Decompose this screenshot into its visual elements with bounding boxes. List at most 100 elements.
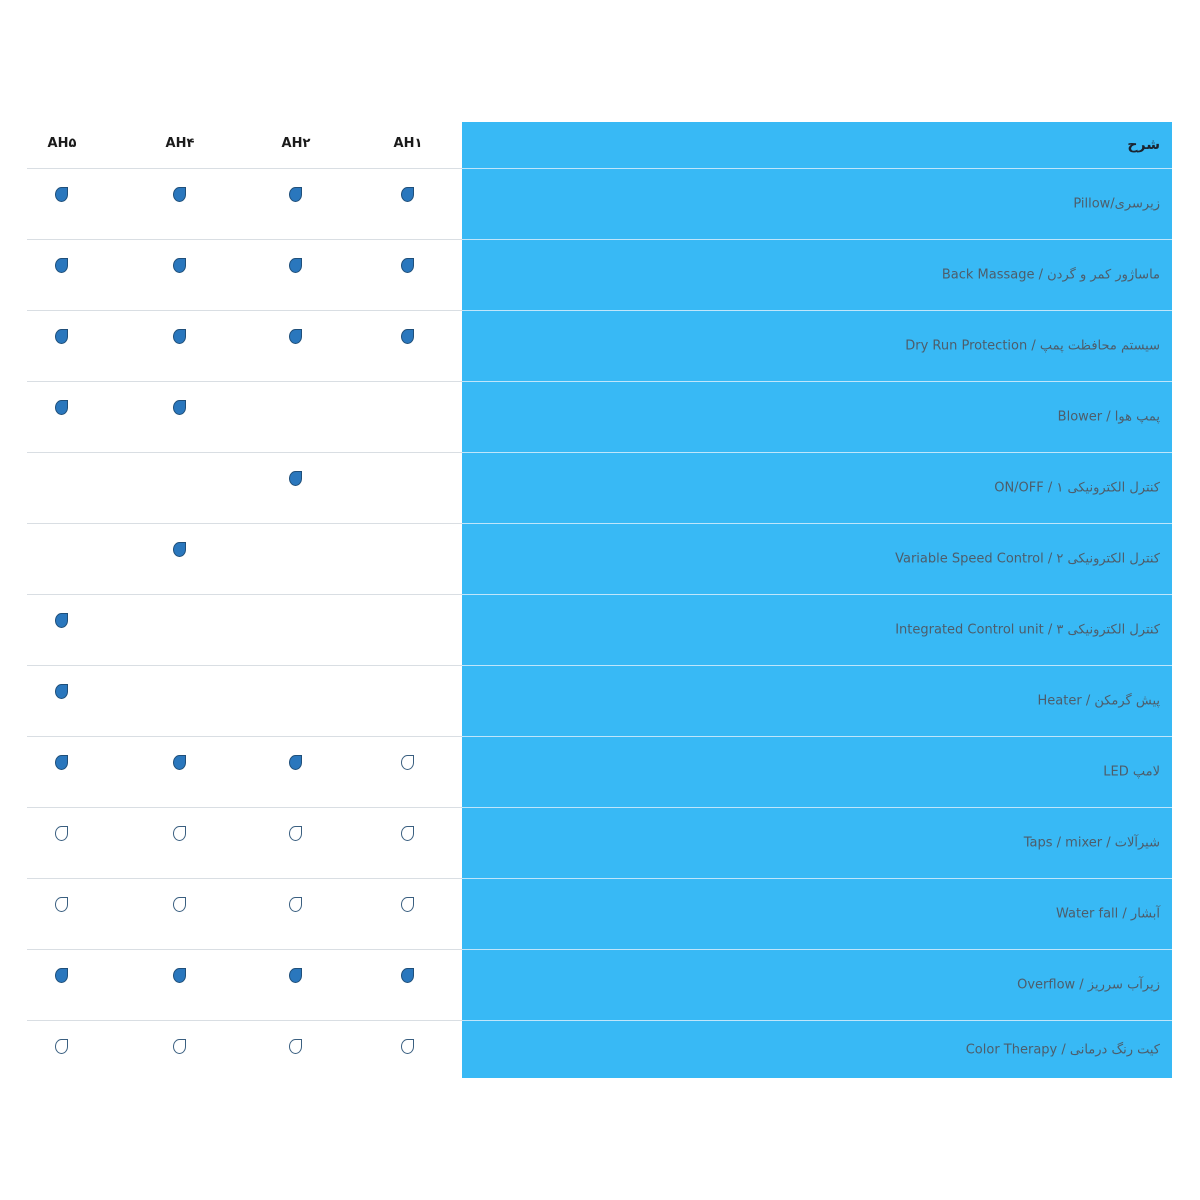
drop-filled-icon xyxy=(401,968,414,983)
drop-outline-icon xyxy=(173,897,186,912)
feature-cell xyxy=(286,897,306,917)
drop-filled-icon xyxy=(173,755,186,770)
feature-cell xyxy=(398,471,418,491)
table-row: لامپ LED xyxy=(27,736,1172,807)
table-row: پیش گرمکن / Heater xyxy=(27,665,1172,736)
feature-cell xyxy=(52,613,72,633)
drop-outline-icon xyxy=(401,1039,414,1054)
model-header: AH۲ xyxy=(281,136,311,151)
description-cell: لامپ LED xyxy=(462,736,1172,807)
feature-cell xyxy=(286,613,306,633)
feature-label: لامپ LED xyxy=(1103,764,1160,780)
drop-filled-icon xyxy=(173,400,186,415)
feature-label: ماساژور کمر و گردن / Back Massage xyxy=(941,267,1160,283)
drop-outline-icon xyxy=(289,1039,302,1054)
drop-outline-icon xyxy=(55,1039,68,1054)
drop-filled-icon xyxy=(55,258,68,273)
table-row: کنترل الکترونیکی ۳ / Integrated Control … xyxy=(27,594,1172,665)
drop-filled-icon xyxy=(173,258,186,273)
description-cell: ماساژور کمر و گردن / Back Massage xyxy=(462,239,1172,310)
feature-label: کنترل الکترونیکی ۳ / Integrated Control … xyxy=(895,622,1160,638)
description-cell: زیرآب سرریز / Overflow xyxy=(462,949,1172,1020)
drop-filled-icon xyxy=(289,471,302,486)
comparison-table: AH۵ AH۴ AH۲ AH۱ شرح زیرسری/Pillow ماساژور… xyxy=(27,122,1172,1078)
feature-label: آبشار / Water fall xyxy=(1055,906,1160,922)
feature-cell xyxy=(398,613,418,633)
drop-filled-icon xyxy=(55,684,68,699)
feature-cell xyxy=(398,258,418,278)
table-row: شیرآلات / Taps / mixer xyxy=(27,807,1172,878)
drop-filled-icon xyxy=(173,329,186,344)
feature-cell xyxy=(398,968,418,988)
feature-cell xyxy=(52,826,72,846)
drop-filled-icon xyxy=(55,400,68,415)
feature-cell xyxy=(286,968,306,988)
feature-cell xyxy=(398,329,418,349)
feature-cell xyxy=(170,968,190,988)
description-cell: کنترل الکترونیکی ۳ / Integrated Control … xyxy=(462,594,1172,665)
feature-cell xyxy=(286,400,306,420)
description-cell: آبشار / Water fall xyxy=(462,878,1172,949)
feature-cell xyxy=(170,400,190,420)
feature-cell xyxy=(52,258,72,278)
feature-cell xyxy=(398,1039,418,1059)
feature-label: زیرسری/Pillow xyxy=(1073,196,1160,212)
description-cell: کیت رنگ درمانی / Color Therapy xyxy=(462,1020,1172,1078)
feature-cell xyxy=(52,329,72,349)
table-row: زیرآب سرریز / Overflow xyxy=(27,949,1172,1020)
feature-cell xyxy=(52,400,72,420)
feature-cell xyxy=(52,187,72,207)
feature-cell xyxy=(398,187,418,207)
feature-cell xyxy=(286,826,306,846)
drop-filled-icon xyxy=(289,329,302,344)
feature-label: کنترل الکترونیکی ۲ / Variable Speed Cont… xyxy=(895,551,1160,567)
feature-cell xyxy=(52,542,72,562)
feature-label: کنترل الکترونیکی ۱ / ON/OFF xyxy=(994,480,1160,496)
feature-label: زیرآب سرریز / Overflow xyxy=(1017,977,1160,993)
feature-cell xyxy=(286,542,306,562)
table-header-row: AH۵ AH۴ AH۲ AH۱ شرح xyxy=(27,122,1172,168)
feature-cell xyxy=(170,471,190,491)
feature-cell xyxy=(170,897,190,917)
drop-outline-icon xyxy=(401,897,414,912)
feature-cell xyxy=(398,542,418,562)
feature-cell xyxy=(170,258,190,278)
drop-filled-icon xyxy=(401,329,414,344)
table-row: ماساژور کمر و گردن / Back Massage xyxy=(27,239,1172,310)
description-cell: شیرآلات / Taps / mixer xyxy=(462,807,1172,878)
drop-outline-icon xyxy=(55,826,68,841)
feature-label: کیت رنگ درمانی / Color Therapy xyxy=(965,1042,1160,1057)
drop-filled-icon xyxy=(289,755,302,770)
drop-filled-icon xyxy=(289,258,302,273)
feature-label: شیرآلات / Taps / mixer xyxy=(1023,835,1160,851)
description-cell: پیش گرمکن / Heater xyxy=(462,665,1172,736)
feature-cell xyxy=(170,613,190,633)
drop-filled-icon xyxy=(55,968,68,983)
table-row: سیستم محافظت پمپ / Dry Run Protection xyxy=(27,310,1172,381)
drop-outline-icon xyxy=(289,826,302,841)
description-header-cell: شرح xyxy=(462,122,1172,168)
table-row: کنترل الکترونیکی ۲ / Variable Speed Cont… xyxy=(27,523,1172,594)
feature-cell xyxy=(170,755,190,775)
feature-cell xyxy=(52,755,72,775)
table-row: آبشار / Water fall xyxy=(27,878,1172,949)
drop-filled-icon xyxy=(289,968,302,983)
feature-cell xyxy=(170,329,190,349)
feature-label: پمپ هوا / Blower xyxy=(1057,409,1160,425)
drop-outline-icon xyxy=(55,897,68,912)
feature-label: سیستم محافظت پمپ / Dry Run Protection xyxy=(905,338,1160,354)
feature-cell xyxy=(286,187,306,207)
drop-outline-icon xyxy=(173,1039,186,1054)
drop-outline-icon xyxy=(173,826,186,841)
feature-cell xyxy=(286,755,306,775)
description-cell: کنترل الکترونیکی ۱ / ON/OFF xyxy=(462,452,1172,523)
feature-cell xyxy=(170,1039,190,1059)
feature-cell xyxy=(286,329,306,349)
feature-cell xyxy=(398,684,418,704)
feature-cell xyxy=(170,684,190,704)
feature-cell xyxy=(52,968,72,988)
feature-cell xyxy=(286,684,306,704)
description-cell: سیستم محافظت پمپ / Dry Run Protection xyxy=(462,310,1172,381)
feature-cell xyxy=(170,826,190,846)
description-cell: کنترل الکترونیکی ۲ / Variable Speed Cont… xyxy=(462,523,1172,594)
